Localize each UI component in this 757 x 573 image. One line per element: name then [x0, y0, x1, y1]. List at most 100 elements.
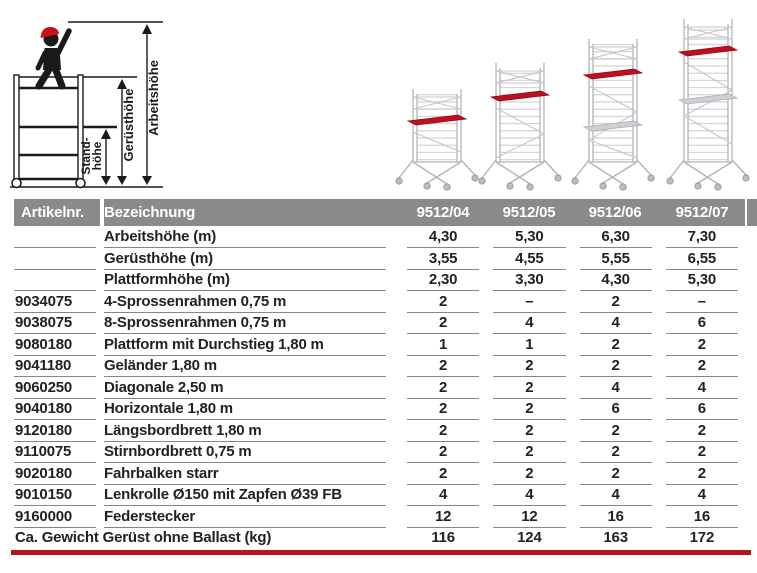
- qty-cell-9512-04: 2,30: [407, 269, 480, 291]
- qty-cell-9512-04: 2: [407, 463, 480, 485]
- qty-cell-9512-05: –: [493, 291, 566, 313]
- weight-value: 124: [517, 529, 542, 546]
- table-row: 9020180 Fahrbalken starr 2 2 2 2: [14, 463, 745, 485]
- scaffold-towers-illustration: [395, 19, 750, 191]
- qty-cell-9512-07: 2: [665, 334, 738, 356]
- article-number-cell: 9034075: [14, 291, 96, 313]
- qty-cell-9512-06: 2: [579, 334, 652, 356]
- description-cell: Federstecker: [104, 506, 386, 528]
- weight-value: 116: [431, 529, 455, 546]
- height-diagram: Stand- höhe Gerüsthöhe Arbeitshöhe: [10, 21, 163, 189]
- header-model-9512-07: 9512/07: [675, 204, 729, 221]
- header-divider: [100, 199, 104, 226]
- qty-cell-9512-04: 2: [407, 291, 480, 313]
- qty-cell-9512-07: 5,30: [665, 269, 738, 291]
- table-row: 9034075 4-Sprossenrahmen 0,75 m 2 – 2 –: [14, 291, 745, 313]
- table-row: 9010150 Lenkrolle Ø150 mit Zapfen Ø39 FB…: [14, 484, 745, 506]
- article-number-cell: 9110075: [14, 441, 96, 463]
- qty-cell-9512-04: 1: [407, 334, 480, 356]
- qty-cell-9512-06: 2: [579, 463, 652, 485]
- table-header: Artikelnr. Bezeichnung 9512/04 9512/05 9…: [14, 199, 745, 226]
- table-row: 9060250 Diagonale 2,50 m 2 2 4 4: [14, 377, 745, 399]
- article-number-cell: 9010150: [14, 484, 96, 506]
- table-row: 9160000 Federstecker 12 12 16 16: [14, 506, 745, 528]
- qty-cell-9512-06: 4: [579, 484, 652, 506]
- tower-photo-9512-05: [478, 63, 562, 191]
- qty-cell-9512-07: 2: [665, 463, 738, 485]
- weight-value: 172: [689, 529, 715, 546]
- scaffold-frame-icon: [11, 74, 117, 189]
- description-cell: 8-Sprossenrahmen 0,75 m: [104, 312, 386, 334]
- diagram-reference-lines: [10, 21, 163, 188]
- tower-photo-9512-07: [666, 19, 750, 191]
- header-model-9512-05: 9512/05: [502, 204, 556, 221]
- description-cell: Stirnbordbrett 0,75 m: [104, 441, 386, 463]
- qty-cell-9512-07: –: [665, 291, 738, 313]
- table-row: 9040180 Horizontale 1,80 m 2 2 6 6: [14, 398, 745, 420]
- description-cell: Plattformhöhe (m): [104, 269, 386, 291]
- standhoehe-label-line2: höhe: [90, 141, 104, 170]
- arbeitshoehe-label: Arbeitshöhe: [146, 60, 161, 136]
- qty-cell-9512-05: 4: [493, 484, 566, 506]
- header-artikelnr: Artikelnr.: [21, 204, 85, 221]
- qty-cell-9512-05: 3,30: [493, 269, 566, 291]
- red-helmet-icon: [40, 26, 59, 38]
- article-number-cell: 9040180: [14, 398, 96, 420]
- qty-cell-9512-07: 7,30: [665, 226, 738, 248]
- qty-cell-9512-04: 2: [407, 420, 480, 442]
- qty-cell-9512-07: 6: [665, 398, 738, 420]
- qty-cell-9512-07: 4: [665, 377, 738, 399]
- spec-table: Artikelnr. Bezeichnung 9512/04 9512/05 9…: [14, 199, 745, 549]
- qty-cell-9512-05: 2: [493, 355, 566, 377]
- qty-cell-9512-05: 4: [493, 312, 566, 334]
- qty-cell-9512-05: 12: [493, 506, 566, 528]
- qty-cell-9512-07: 4: [665, 484, 738, 506]
- article-number-cell: 9060250: [14, 377, 96, 399]
- article-number-cell: [14, 248, 96, 270]
- qty-cell-9512-07: 6,55: [665, 248, 738, 270]
- qty-cell-9512-07: 2: [665, 420, 738, 442]
- qty-cell-9512-05: 1: [493, 334, 566, 356]
- table-row: 9041180 Geländer 1,80 m 2 2 2 2: [14, 355, 745, 377]
- header-edge-sliver: [747, 199, 757, 226]
- qty-cell-9512-07: 6: [665, 312, 738, 334]
- qty-cell-9512-04: 4,30: [407, 226, 480, 248]
- description-cell: Lenkrolle Ø150 mit Zapfen Ø39 FB: [104, 484, 386, 506]
- worker-figure-icon: [35, 26, 72, 90]
- header-bezeichnung: Bezeichnung: [104, 204, 196, 221]
- qty-cell-9512-05: 5,30: [493, 226, 566, 248]
- qty-cell-9512-05: 4,55: [493, 248, 566, 270]
- qty-cell-9512-05: 2: [493, 441, 566, 463]
- article-number-cell: 9120180: [14, 420, 96, 442]
- qty-cell-9512-04: 3,55: [407, 248, 480, 270]
- height-arrows: [101, 24, 152, 185]
- header-model-9512-06: 9512/06: [588, 204, 642, 221]
- description-cell: Gerüsthöhe (m): [104, 248, 386, 270]
- geruesthoehe-label: Gerüsthöhe: [121, 89, 136, 162]
- table-row: 9110075 Stirnbordbrett 0,75 m 2 2 2 2: [14, 441, 745, 463]
- qty-cell-9512-04: 2: [407, 398, 480, 420]
- qty-cell-9512-07: 2: [665, 355, 738, 377]
- weight-value: 163: [603, 529, 628, 546]
- table-body: Arbeitshöhe (m) 4,30 5,30 6,30 7,30 Gerü…: [14, 226, 745, 528]
- table-row: 9038075 8-Sprossenrahmen 0,75 m 2 4 4 6: [14, 312, 745, 334]
- qty-cell-9512-05: 2: [493, 420, 566, 442]
- description-cell: Plattform mit Durchstieg 1,80 m: [104, 334, 386, 356]
- description-cell: Geländer 1,80 m: [104, 355, 386, 377]
- standhoehe-label-line1: Stand-: [79, 137, 93, 174]
- article-number-cell: 9038075: [14, 312, 96, 334]
- qty-cell-9512-05: 2: [493, 377, 566, 399]
- qty-cell-9512-04: 2: [407, 441, 480, 463]
- article-number-cell: 9080180: [14, 334, 96, 356]
- article-number-cell: 9041180: [14, 355, 96, 377]
- qty-cell-9512-06: 16: [579, 506, 652, 528]
- table-row: 9080180 Plattform mit Durchstieg 1,80 m …: [14, 334, 745, 356]
- qty-cell-9512-05: 2: [493, 463, 566, 485]
- qty-cell-9512-06: 2: [579, 291, 652, 313]
- table-row: Arbeitshöhe (m) 4,30 5,30 6,30 7,30: [14, 226, 745, 248]
- header-model-9512-04: 9512/04: [416, 204, 470, 221]
- qty-cell-9512-06: 4,30: [579, 269, 652, 291]
- qty-cell-9512-06: 6,30: [579, 226, 652, 248]
- weight-label: Ca. Gewicht Gerüst ohne Ballast (kg): [15, 529, 272, 546]
